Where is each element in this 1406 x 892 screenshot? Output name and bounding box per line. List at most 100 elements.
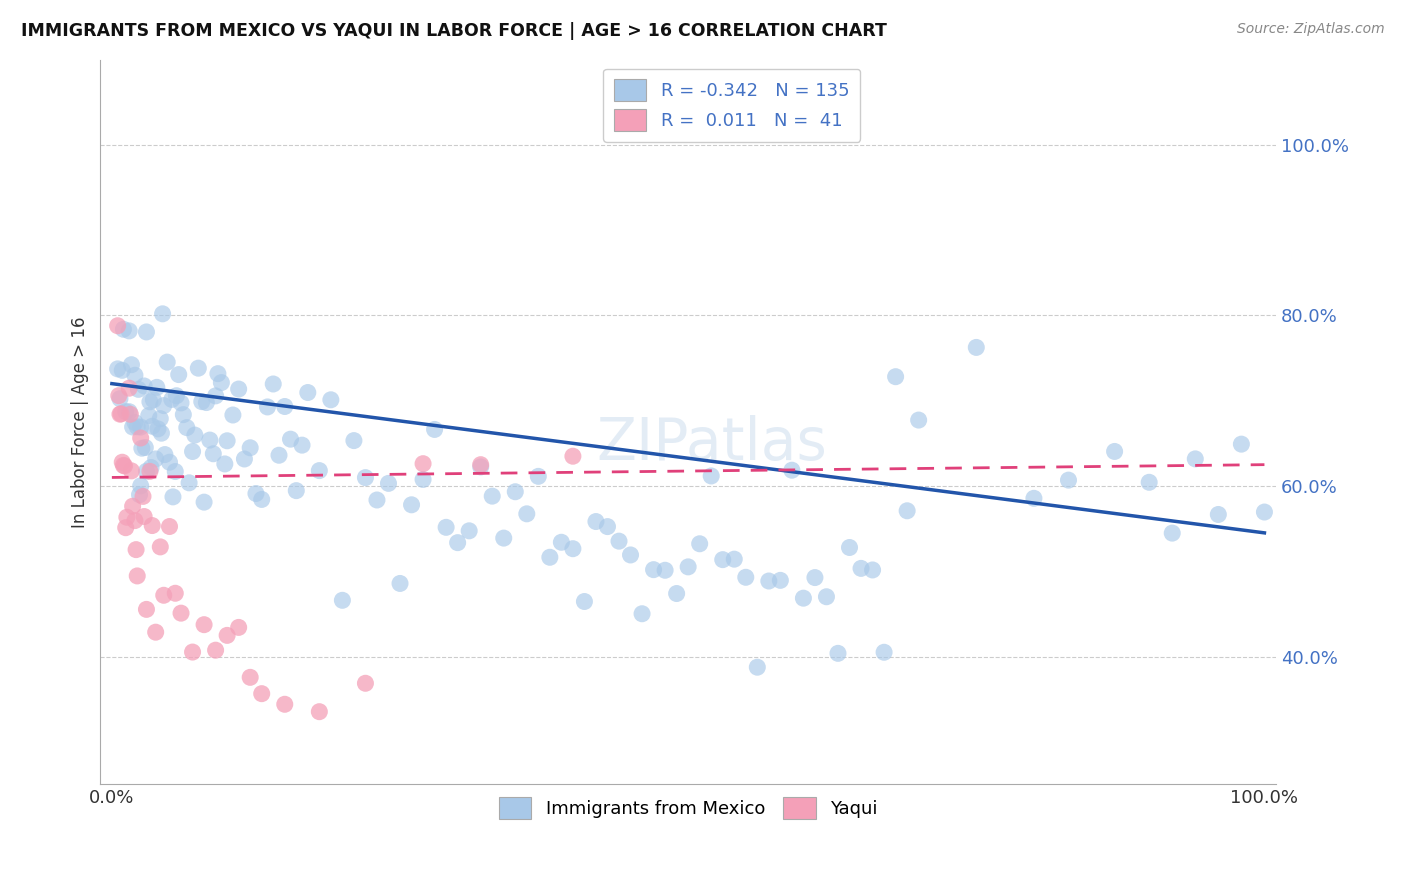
Point [176,420,198,434]
Point [145,625,167,640]
Point [135,464,157,478]
Point [896,504,918,518]
Text: IMMIGRANTS FROM MEXICO VS YAQUI IN LABOR FORCE | AGE > 16 CORRELATION CHART: IMMIGRANTS FROM MEXICO VS YAQUI IN LABOR… [21,22,887,40]
Point [470,459,492,474]
Point [159,519,181,533]
Point [274,698,297,712]
Point [354,470,377,484]
Point [561,449,583,463]
Point [285,483,308,498]
Point [239,670,262,684]
Point [142,392,165,407]
Point [118,405,141,419]
Point [297,385,319,400]
Point [239,441,262,455]
Point [193,495,215,509]
Point [167,368,190,382]
Point [191,394,214,409]
Point [118,324,141,338]
Point [187,361,209,376]
Point [527,469,550,483]
Point [1057,473,1080,487]
Point [108,392,131,406]
Point [1230,437,1253,451]
Point [873,645,896,659]
Point [204,389,226,403]
Point [267,448,290,462]
Point [152,307,174,321]
Point [838,541,860,555]
Point [125,542,148,557]
Point [262,376,284,391]
Point [389,576,412,591]
Point [665,586,688,600]
Point [134,379,156,393]
Point [884,369,907,384]
Point [134,509,156,524]
Point [107,389,129,403]
Point [112,322,135,336]
Point [138,409,160,423]
Point [423,422,446,436]
Point [965,340,987,354]
Point [291,438,314,452]
Point [156,355,179,369]
Point [114,521,136,535]
Point [366,493,388,508]
Point [165,465,187,479]
Point [121,358,143,372]
Point [700,469,723,483]
Point [139,460,162,475]
Point [184,428,207,442]
Point [204,643,226,657]
Point [516,507,538,521]
Point [217,628,239,642]
Point [343,434,366,448]
Point [619,548,641,562]
Point [280,432,302,446]
Point [121,464,143,478]
Point [149,540,172,554]
Point [849,561,872,575]
Point [492,531,515,545]
Point [792,591,814,606]
Point [747,660,769,674]
Point [550,535,572,549]
Point [209,376,232,390]
Point [607,534,630,549]
Point [165,389,187,403]
Point [114,405,136,419]
Point [112,458,135,473]
Point [152,399,174,413]
Point [172,408,194,422]
Point [153,448,176,462]
Point [132,490,155,504]
Point [146,422,169,436]
Point [181,645,204,659]
Point [124,368,146,383]
Point [110,407,132,421]
Point [769,574,792,588]
Point [129,420,152,434]
Point [222,408,245,422]
Point [332,593,354,607]
Point [561,541,583,556]
Point [165,586,187,600]
Point [412,457,434,471]
Point [193,617,215,632]
Point [214,457,236,471]
Point [139,464,162,478]
Point [111,455,134,469]
Point [308,464,330,478]
Point [118,381,141,395]
Point [134,441,156,455]
Point [274,400,297,414]
Point [804,570,827,584]
Point [250,687,273,701]
Point [127,382,149,396]
Point [150,426,173,441]
Point [152,588,174,602]
Point [141,518,163,533]
Point [115,510,138,524]
Point [202,447,225,461]
